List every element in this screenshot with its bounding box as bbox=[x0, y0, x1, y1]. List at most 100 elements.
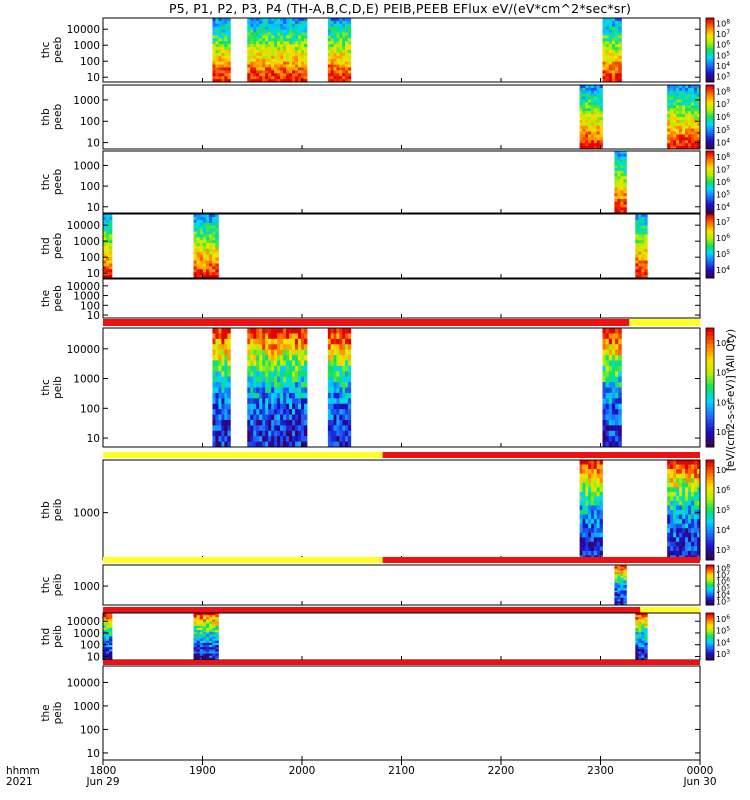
spectrogram-cell bbox=[345, 18, 349, 22]
spectrogram-cell bbox=[342, 32, 346, 36]
spectrogram-cell bbox=[667, 460, 671, 465]
spectrogram-cell bbox=[582, 496, 586, 502]
spectrogram-cell bbox=[333, 61, 337, 65]
spectrogram-cell bbox=[336, 328, 340, 334]
spectrogram-cell bbox=[298, 23, 302, 28]
spectrogram-cell bbox=[277, 70, 281, 74]
spectrogram-cell bbox=[224, 64, 228, 68]
spectrogram-cell bbox=[250, 441, 254, 448]
spectrogram-cell bbox=[224, 419, 228, 426]
spectrogram-cell bbox=[218, 50, 222, 54]
spectrogram-cell bbox=[215, 392, 219, 399]
spectrogram-cell bbox=[259, 64, 263, 68]
spectrogram-cell bbox=[591, 119, 595, 124]
spectrogram-cell bbox=[644, 222, 648, 227]
colorbar-exponent: 4 bbox=[726, 525, 730, 532]
spectrogram-cell bbox=[685, 514, 689, 520]
spectrogram-cell bbox=[268, 29, 272, 33]
spectrogram-cell bbox=[688, 482, 692, 488]
spectrogram-cell bbox=[638, 216, 642, 221]
spectrogram-cell bbox=[618, 382, 622, 388]
spectrogram-cell bbox=[103, 653, 107, 657]
spectrogram-cell bbox=[292, 52, 296, 57]
spectrogram-cell bbox=[614, 566, 618, 570]
spectrogram-cell bbox=[608, 38, 613, 42]
spectrogram-cell bbox=[614, 210, 618, 214]
spectrogram-cell bbox=[221, 419, 225, 426]
spectrogram-cell bbox=[256, 44, 260, 48]
spectrogram-cell bbox=[593, 125, 598, 130]
spectrogram-cell bbox=[274, 35, 278, 39]
spectrogram-cell bbox=[638, 613, 642, 616]
spectrogram-cell bbox=[611, 76, 616, 80]
spectrogram-cell bbox=[635, 619, 639, 622]
spectrogram-cell bbox=[342, 360, 346, 367]
spectrogram-cell bbox=[286, 23, 290, 28]
spectrogram-cell bbox=[679, 117, 683, 121]
panel-instrument-label: peib bbox=[52, 498, 64, 521]
spectrogram-cell bbox=[327, 333, 332, 340]
spectrogram-cell bbox=[327, 50, 332, 54]
spectrogram-cell bbox=[682, 496, 686, 502]
spectrogram-cell bbox=[224, 47, 228, 51]
spectrogram-cell bbox=[345, 371, 349, 378]
spectrogram-cell bbox=[667, 469, 671, 475]
colorbar-tick-label: 105 bbox=[716, 505, 730, 515]
spectrogram-cell bbox=[330, 376, 334, 383]
spectrogram-cell bbox=[253, 79, 257, 83]
spectrogram-cell bbox=[298, 344, 302, 351]
spectrogram-cell bbox=[105, 214, 110, 218]
spectrogram-cell bbox=[679, 460, 683, 465]
spectrogram-cell bbox=[271, 425, 275, 432]
spectrogram-cell bbox=[591, 469, 595, 475]
spectrogram-cell bbox=[685, 146, 689, 150]
spectrogram-cell bbox=[641, 645, 645, 648]
spectrogram-cell bbox=[247, 61, 251, 65]
colorbar-cell bbox=[706, 575, 714, 578]
spectrogram-cell bbox=[614, 193, 618, 197]
colorbar-cell bbox=[706, 403, 714, 408]
spectrogram-cell bbox=[199, 632, 204, 635]
spectrogram-cell bbox=[205, 237, 210, 241]
spectrogram-cell bbox=[193, 254, 198, 259]
spectrogram-cell bbox=[280, 67, 284, 71]
spectrogram-cell bbox=[262, 349, 266, 356]
spectrogram-cell bbox=[202, 248, 207, 253]
spectrogram-cell bbox=[298, 50, 302, 54]
spectrogram-cell bbox=[685, 505, 689, 511]
spectrogram-cell bbox=[635, 248, 639, 253]
spectrogram-cell bbox=[641, 234, 645, 238]
spectrogram-cell bbox=[271, 64, 275, 68]
colorbar-cell bbox=[706, 161, 714, 164]
spectrogram-cell bbox=[682, 125, 686, 130]
spectrogram-cell bbox=[620, 210, 624, 214]
spectrogram-cell bbox=[283, 436, 287, 442]
spectrogram-cell bbox=[289, 50, 293, 54]
spectrogram-cell bbox=[215, 275, 219, 279]
spectrogram-cell bbox=[250, 79, 254, 83]
spectrogram-cell bbox=[602, 425, 607, 432]
spectrogram-cell bbox=[673, 114, 677, 118]
spectrogram-cell bbox=[212, 23, 216, 28]
spectrogram-cell bbox=[193, 647, 198, 650]
spectrogram-cell bbox=[605, 50, 610, 54]
spectrogram-cell bbox=[336, 403, 340, 410]
spectrogram-cell bbox=[691, 514, 695, 520]
spectrogram-cell bbox=[280, 349, 284, 356]
spectrogram-cell bbox=[673, 473, 677, 479]
spectrogram-cell bbox=[303, 333, 308, 340]
spectrogram-cell bbox=[617, 586, 621, 590]
spectrogram-cell bbox=[694, 99, 698, 103]
spectrogram-cell bbox=[697, 87, 701, 92]
spectrogram-cell bbox=[295, 349, 299, 356]
colorbar-cell bbox=[706, 117, 714, 120]
spectrogram-cell bbox=[103, 615, 107, 618]
spectrogram-cell bbox=[227, 376, 231, 383]
spectrogram-cell bbox=[280, 392, 284, 399]
spectrogram-cell bbox=[591, 541, 595, 547]
spectrogram-cell bbox=[347, 409, 352, 415]
spectrogram-cell bbox=[620, 190, 624, 194]
spectrogram-cell bbox=[253, 52, 257, 57]
colorbar-cell bbox=[706, 586, 714, 589]
spectrogram-cell bbox=[339, 333, 343, 340]
